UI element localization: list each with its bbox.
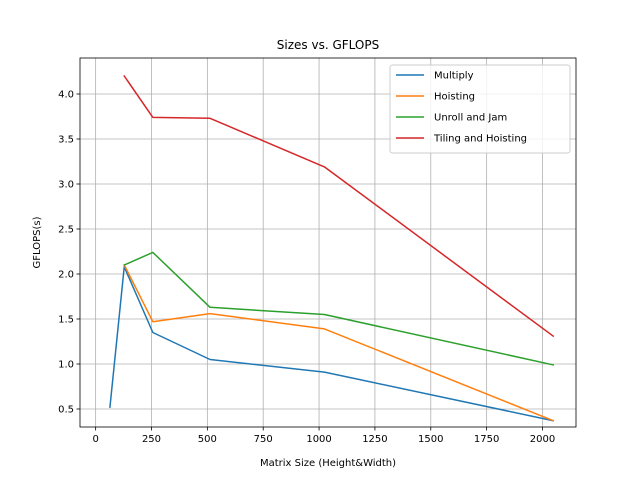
x-axis-title: Matrix Size (Height&Width) — [260, 458, 396, 469]
legend-label: Multiply — [434, 71, 474, 82]
x-tick-label: 1500 — [418, 434, 443, 445]
series-line-tiling-and-hoisting — [123, 74, 555, 338]
y-tick-label: 2.5 — [58, 225, 74, 236]
y-axis-title: GFLOPS(s) — [32, 216, 43, 268]
legend-label: Hoisting — [434, 92, 475, 103]
series-line-hoisting — [123, 263, 555, 422]
x-tick-label: 1250 — [362, 434, 387, 445]
x-tick-label: 2000 — [530, 434, 555, 445]
y-tick-label: 4.0 — [58, 90, 74, 101]
x-tick-label: 250 — [142, 434, 161, 445]
legend: Multiply Hoisting Unroll and Jam Tiling and… — [389, 64, 571, 154]
series-line-unroll-and-jam — [123, 251, 555, 366]
x-tick-label: 0 — [92, 434, 98, 445]
y-tick-label: 0.5 — [58, 405, 74, 416]
legend-box — [389, 64, 571, 154]
x-tick-label: 750 — [254, 434, 273, 445]
x-axis-ticks: 0 250 500 750 1000 1250 1500 1750 2000 — [92, 427, 555, 445]
y-tick-label: 3.0 — [58, 180, 74, 191]
y-tick-label: 2.0 — [58, 270, 74, 281]
plot-frame — [79, 57, 577, 428]
x-tick-label: 500 — [198, 434, 217, 445]
x-tick-label: 1750 — [474, 434, 499, 445]
chart-title: Sizes vs. GFLOPS — [277, 38, 379, 52]
y-axis-ticks: 0.5 1.0 1.5 2.0 2.5 3.0 3.5 4.0 — [58, 90, 80, 416]
series-lines — [109, 74, 555, 422]
legend-label: Unroll and Jam — [434, 113, 507, 124]
legend-label: Tiling and Hoisting — [433, 134, 527, 145]
y-tick-label: 1.5 — [58, 315, 74, 326]
series-line-multiply — [109, 266, 555, 422]
x-tick-label: 1000 — [306, 434, 331, 445]
y-tick-label: 1.0 — [58, 360, 74, 371]
y-tick-label: 3.5 — [58, 135, 74, 146]
